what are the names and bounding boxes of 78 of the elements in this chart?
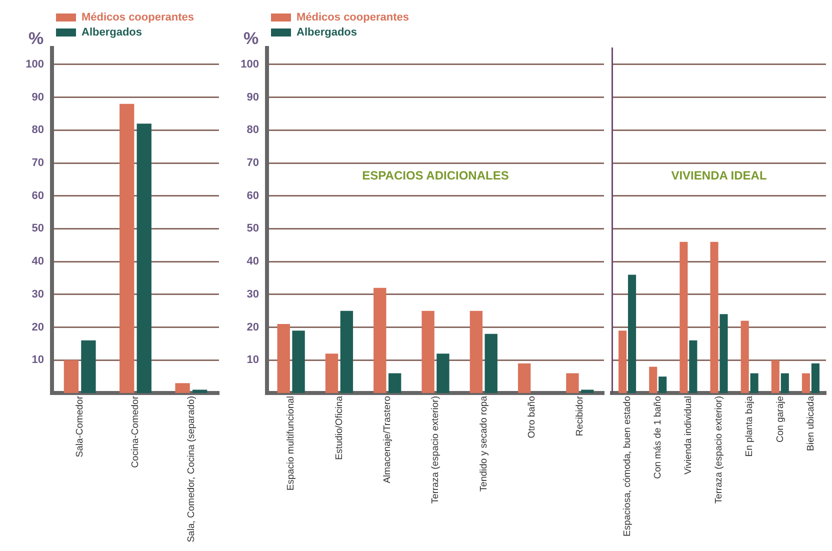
bar <box>277 324 290 393</box>
bar <box>120 104 134 393</box>
y-tick-label: 50 <box>32 222 44 235</box>
bar <box>710 242 718 393</box>
y-tick-label: 90 <box>32 91 44 104</box>
x-tick-label: Recibidor <box>574 396 586 436</box>
bar <box>618 330 627 393</box>
y-tick-label: 100 <box>240 58 259 70</box>
x-tick-label: Espaciosa, cómoda, buen estado <box>622 396 633 536</box>
x-tick-label: Sala, Comedor, Cocina (separado) <box>186 396 197 542</box>
bar <box>518 363 531 393</box>
bar <box>292 330 305 393</box>
bar <box>802 373 810 393</box>
x-tick-label: Con garaje <box>774 396 786 442</box>
y-tick-label: 50 <box>246 222 259 235</box>
x-tick-label: Espacio multifuncional <box>286 396 297 491</box>
bar <box>581 390 594 393</box>
bar <box>750 373 758 393</box>
y-tick-label: 60 <box>246 190 259 202</box>
y-tick-label: 40 <box>32 256 44 268</box>
bar <box>484 334 498 393</box>
bar <box>740 320 749 393</box>
bar <box>325 354 338 393</box>
y-tick-label: 10 <box>32 354 44 366</box>
bar <box>689 340 698 393</box>
x-tick-label: Con más de 1 baño <box>652 396 664 479</box>
bar <box>64 360 79 393</box>
bar <box>436 354 450 393</box>
bar <box>811 363 820 393</box>
y-tick-label: 90 <box>246 91 259 104</box>
bar <box>680 242 688 393</box>
x-tick-label: Vivienda individual <box>683 396 694 475</box>
bar <box>374 288 386 393</box>
x-tick-label: Otro baño <box>526 396 538 438</box>
bar <box>720 314 728 393</box>
bar <box>566 373 579 393</box>
legend-label: Médicos cooperantes <box>296 12 409 24</box>
bar <box>192 390 208 393</box>
bar <box>470 310 483 393</box>
bar <box>780 373 789 393</box>
bar <box>388 373 402 393</box>
bar <box>340 310 354 393</box>
y-tick-label: 40 <box>246 256 259 268</box>
y-tick-label: 20 <box>32 321 44 334</box>
y-tick-label: 20 <box>246 321 259 334</box>
x-tick-label: Tendido y secado ropa <box>478 395 490 492</box>
x-tick-label: Estudio/Oficina <box>334 395 345 460</box>
y-axis-title: % <box>243 29 259 48</box>
y-tick-label: 30 <box>32 288 44 300</box>
x-tick-label: Almacenaje/Trastero <box>382 396 393 484</box>
y-axis-title: % <box>28 29 44 48</box>
y-tick-label: 80 <box>246 124 259 136</box>
y-tick-label: 100 <box>26 58 44 70</box>
annotation: VIVIENDA IDEAL <box>671 168 767 182</box>
legend-label: Médicos cooperantes <box>82 12 194 24</box>
annotation: ESPACIOS ADICIONALES <box>362 168 509 182</box>
bar <box>136 124 152 393</box>
bar <box>628 274 636 393</box>
x-tick-label: Terraza (espacio exterior) <box>714 396 725 504</box>
x-tick-label: Bien ubicada <box>805 395 816 451</box>
bar <box>658 376 667 393</box>
legend-label: Albergados <box>82 26 142 39</box>
bar <box>771 360 780 393</box>
bar <box>649 366 658 393</box>
bar <box>175 383 190 393</box>
legend-label: Albergados <box>296 26 358 39</box>
x-tick-label: Cocina-Comedor <box>130 396 142 468</box>
bar <box>422 310 434 393</box>
x-tick-label: Terraza (espacio exterior) <box>430 396 442 504</box>
y-tick-label: 80 <box>32 124 44 136</box>
y-tick-label: 10 <box>246 354 259 366</box>
y-tick-label: 30 <box>246 288 259 300</box>
x-tick-label: Sala-Comedor <box>74 396 86 458</box>
y-tick-label: 70 <box>246 157 259 170</box>
x-tick-label: En planta baja <box>744 395 756 457</box>
y-tick-label: 60 <box>32 190 44 202</box>
y-tick-label: 70 <box>32 157 44 170</box>
bar <box>81 340 96 393</box>
